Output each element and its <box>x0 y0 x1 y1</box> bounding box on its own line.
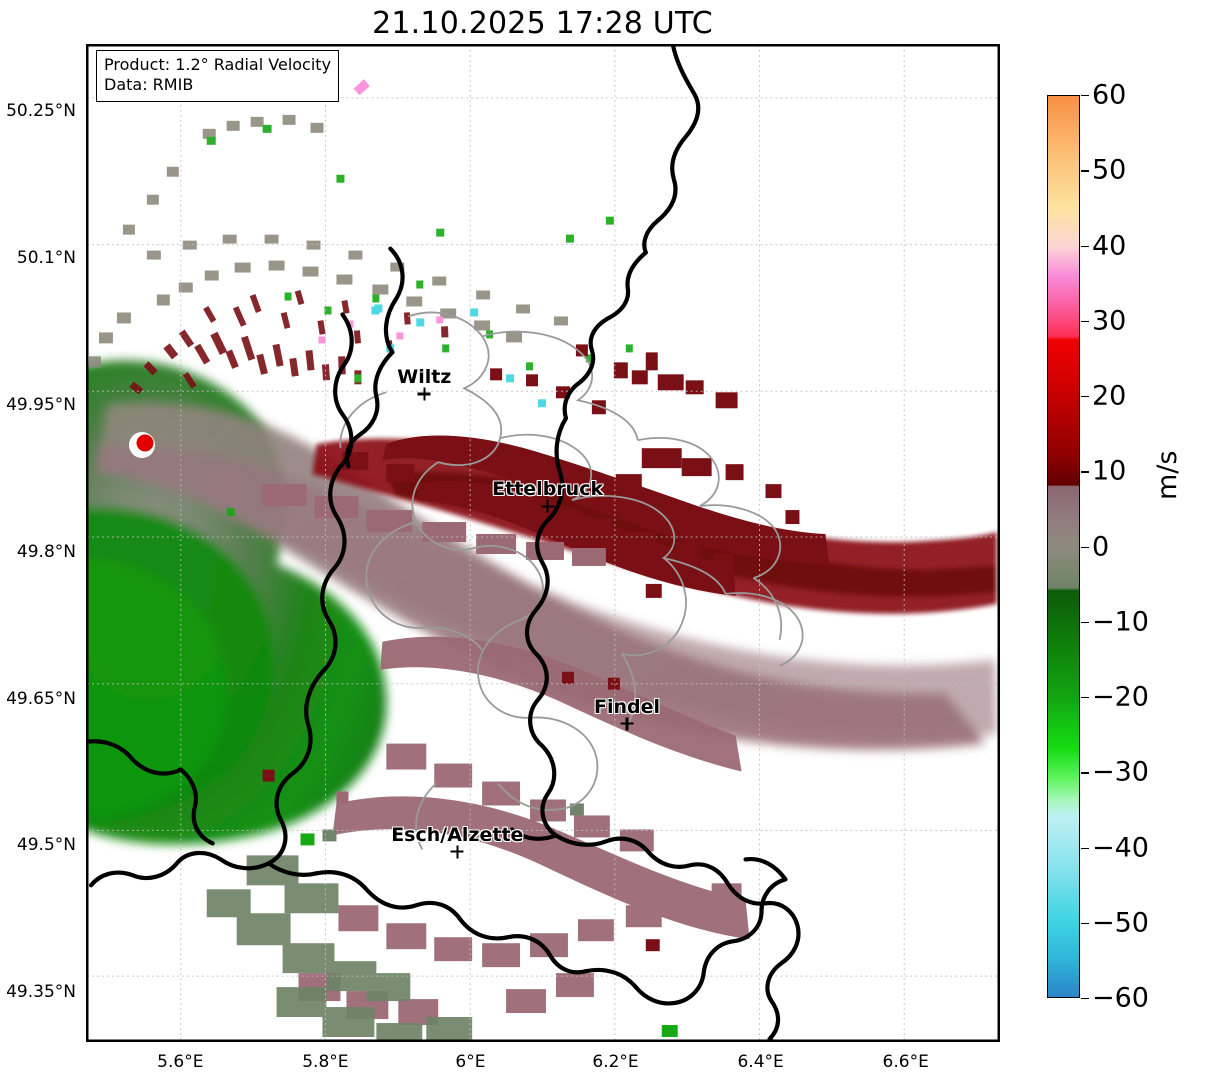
y-tick-label: 49.5°N <box>16 835 76 856</box>
radar-plot-panel[interactable]: Wiltz Ettelbruck Findel Esch/Alzette <box>86 44 1000 1042</box>
colorbar-tick-mark <box>1081 396 1089 398</box>
y-tick-label: 50.25°N <box>6 101 76 122</box>
y-tick-label: 49.65°N <box>6 688 76 709</box>
colorbar-tick-label: −10 <box>1092 606 1149 638</box>
y-tick-label: 49.35°N <box>6 982 76 1003</box>
colorbar-unit-label: m/s <box>1152 450 1183 500</box>
y-tick-label: 49.95°N <box>6 395 76 416</box>
colorbar-tick-label: 0 <box>1092 531 1110 562</box>
colorbar-tick-label: −40 <box>1092 832 1149 863</box>
colorbar-tick-mark <box>1081 621 1089 624</box>
colorbar[interactable] <box>1047 95 1080 998</box>
colorbar-tick-mark <box>1081 471 1089 473</box>
y-tick-label: 50.1°N <box>16 248 76 269</box>
radar-map-svg <box>87 45 999 1041</box>
admin-borders <box>339 311 804 850</box>
colorbar-tick-mark <box>1081 697 1089 699</box>
colorbar-tick-mark <box>1081 922 1089 925</box>
x-tick-label: 5.6°E <box>157 1052 204 1072</box>
x-tick-label: 6.2°E <box>592 1052 639 1072</box>
colorbar-tick-label: 50 <box>1092 154 1127 186</box>
national-borders <box>87 45 801 1041</box>
colorbar-tick-mark <box>1081 847 1089 849</box>
product-info-box: Product: 1.2° Radial Velocity Data: RMIB <box>96 50 340 102</box>
x-tick-label: 5.8°E <box>302 1052 349 1072</box>
colorbar-tick-mark <box>1081 546 1089 548</box>
band-fringe <box>262 484 606 566</box>
graticule <box>87 45 999 1041</box>
colorbar-tick-label: −50 <box>1092 907 1149 939</box>
x-tick-label: 6.4°E <box>737 1052 784 1072</box>
x-tick-label: 6°E <box>455 1052 486 1072</box>
colorbar-tick-mark <box>1081 998 1089 1000</box>
product-line: Product: 1.2° Radial Velocity <box>104 55 332 74</box>
data-source-line: Data: RMIB <box>104 75 194 95</box>
x-tick-label: 6.6°E <box>882 1052 929 1072</box>
colorbar-tick-label: −30 <box>1092 756 1149 788</box>
main-outbound-band <box>342 435 830 596</box>
colorbar-tick-mark <box>1081 772 1089 774</box>
colorbar-tick-label: 20 <box>1092 380 1127 412</box>
colorbar-tick-label: 40 <box>1092 230 1127 261</box>
colorbar-tick-label: 10 <box>1092 455 1127 487</box>
colorbar-tick-label: −60 <box>1092 982 1149 1014</box>
colorbar-tick-mark <box>1081 95 1089 97</box>
page-title: 21.10.2025 17:28 UTC <box>372 6 713 41</box>
colorbar-tick-mark <box>1081 170 1089 172</box>
colorbar-tick-label: 30 <box>1092 305 1127 337</box>
colorbar-tick-mark <box>1081 245 1089 247</box>
radar-site-marker[interactable] <box>136 434 154 452</box>
isolated-echo-specks <box>262 671 678 1038</box>
y-tick-label: 49.8°N <box>16 541 76 562</box>
colorbar-gradient <box>1048 96 1079 997</box>
se-band-green-side <box>206 855 473 1041</box>
colorbar-tick-label: 60 <box>1092 79 1127 111</box>
colorbar-tick-mark <box>1081 320 1089 323</box>
radar-spike-texture <box>88 79 633 517</box>
colorbar-tick-label: −20 <box>1092 681 1149 713</box>
